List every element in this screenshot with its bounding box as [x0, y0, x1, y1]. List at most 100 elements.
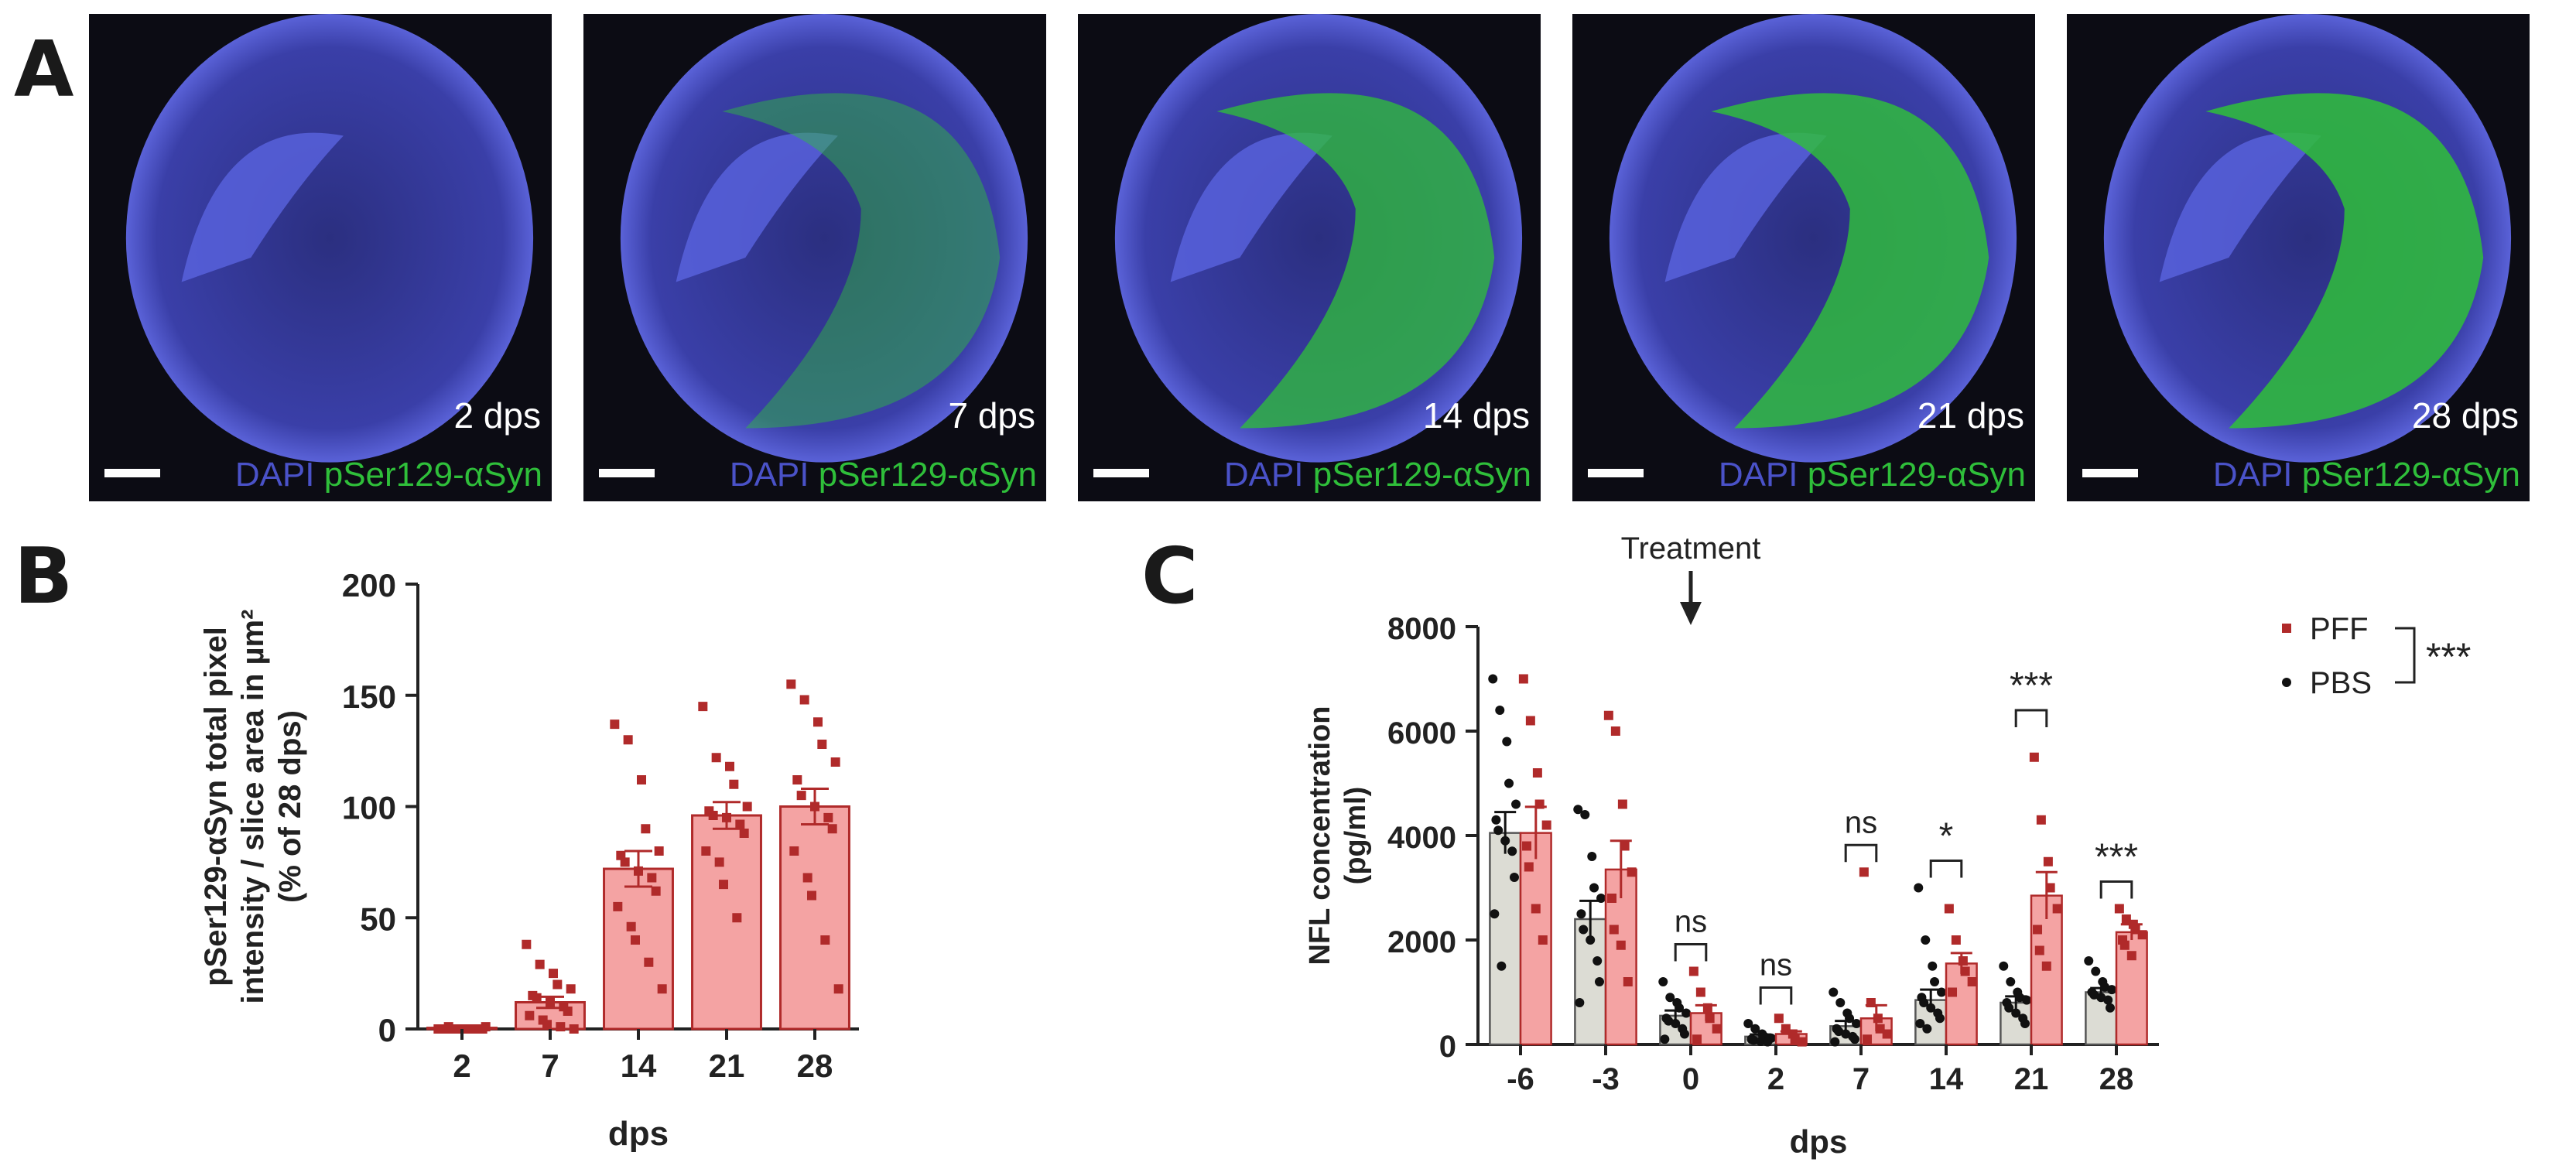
data-point-pff — [1617, 799, 1627, 809]
x-tick-label: -3 — [1592, 1062, 1620, 1096]
data-point — [535, 959, 545, 969]
data-point — [711, 753, 721, 763]
x-tick-label: 28 — [2099, 1062, 2134, 1096]
data-point-pff — [1781, 1024, 1791, 1034]
dapi-fold — [181, 132, 344, 282]
stain-label: DAPI pSer129-αSyn — [2213, 456, 2520, 494]
data-point-pbs — [1488, 674, 1498, 684]
data-point-pbs — [1490, 909, 1500, 919]
legend-marker-pff — [2282, 624, 2291, 633]
data-point-pbs — [2006, 977, 2016, 986]
data-point — [830, 757, 840, 767]
data-point — [725, 761, 735, 771]
data-point — [542, 1020, 552, 1030]
data-point-pff — [2121, 914, 2131, 924]
data-point-pff — [1859, 867, 1869, 877]
timepoint-label: 28 dps — [2412, 395, 2519, 436]
data-point-pff — [1958, 956, 1968, 966]
data-point-pbs — [1580, 810, 1590, 819]
data-point — [522, 939, 532, 949]
data-point-pbs — [1743, 1019, 1753, 1028]
data-point-pff — [1774, 1013, 1784, 1024]
data-point — [833, 984, 843, 994]
data-point-pff — [1531, 904, 1541, 914]
data-point-pbs — [1749, 1035, 1759, 1045]
data-point-pbs — [2096, 993, 2106, 1003]
dapi-fold — [1170, 132, 1332, 282]
data-point-pbs — [2103, 995, 2113, 1005]
data-point-pbs — [2105, 1003, 2115, 1013]
data-point-pbs — [1926, 1003, 1936, 1013]
stain-pser129: pSer129-αSyn — [1808, 456, 2026, 494]
y-tick-label: 8000 — [1387, 612, 1456, 646]
y-tick-label: 0 — [378, 1012, 396, 1048]
data-point — [806, 890, 816, 901]
data-point — [802, 873, 812, 883]
data-point — [732, 913, 742, 923]
data-point-pff — [2033, 925, 2043, 935]
data-point — [718, 880, 728, 890]
data-point-pff — [2052, 904, 2062, 914]
data-point-pff — [2126, 951, 2136, 961]
data-point-pbs — [1586, 935, 1596, 945]
data-point-pff — [2137, 930, 2147, 940]
data-point-pff — [1695, 987, 1705, 997]
data-point — [796, 791, 806, 801]
data-point-pbs — [1573, 805, 1583, 815]
stain-dapi: DAPI — [235, 456, 324, 494]
legend-label-pff: PFF — [2310, 612, 2369, 646]
data-point-pbs — [1504, 778, 1514, 788]
data-point-pff — [1620, 841, 1630, 851]
y-axis-title: pSer129-αSyn total pixel intensity / slic… — [199, 610, 307, 1004]
data-point-pbs — [2020, 1019, 2030, 1028]
data-point — [827, 824, 837, 834]
data-point-pbs — [1829, 987, 1839, 997]
data-point-pbs — [2084, 956, 2094, 966]
data-point — [630, 935, 640, 945]
significance-label: *** — [2010, 665, 2053, 706]
data-point-pbs — [1852, 1019, 1862, 1028]
data-point-pbs — [1841, 1029, 1851, 1039]
data-point-pbs — [1679, 1029, 1689, 1039]
data-point-pff — [1522, 841, 1532, 851]
panel-label-c: C — [1141, 531, 1199, 621]
y-tick-label: 6000 — [1387, 716, 1456, 750]
significance-bracket — [2099, 880, 2133, 899]
data-point — [613, 901, 623, 911]
x-tick-label: 14 — [621, 1048, 657, 1084]
data-point-pbs — [1658, 977, 1668, 986]
data-point-pbs — [1937, 987, 1947, 997]
data-point-pbs — [1919, 998, 1929, 1007]
micrograph-tile: 28 dps DAPI pSer129-αSyn — [2067, 14, 2530, 501]
data-point-pbs — [2022, 995, 2032, 1005]
data-point — [817, 740, 827, 749]
data-point-pff — [2114, 904, 2124, 914]
scale-bar — [1588, 469, 1644, 477]
significance-label: ns — [1845, 805, 1877, 839]
stain-dapi: DAPI — [2213, 456, 2302, 494]
x-tick-label: 7 — [1852, 1062, 1870, 1096]
data-point-pff — [1702, 1003, 1712, 1013]
data-point — [634, 866, 643, 876]
data-point-pff — [1525, 716, 1535, 726]
data-point-pff — [1866, 998, 1876, 1007]
chart-c-nfl-concentration: 0 2000 4000 6000 8000 -6 -3 0 ns 2 ns 7 ns 14 * 21 *** 28… — [1304, 532, 2471, 1160]
data-point-pff — [1882, 1029, 1892, 1039]
y-tick-label: 2000 — [1387, 925, 1456, 959]
significance-label: *** — [2095, 837, 2138, 878]
scale-bar — [104, 469, 160, 477]
data-point-pff — [1532, 768, 1542, 778]
bar-pbs — [1489, 832, 1522, 1046]
data-point-pbs — [1835, 998, 1846, 1007]
data-point-pff — [1712, 1024, 1722, 1034]
data-point-pbs — [1681, 1008, 1692, 1018]
data-point — [563, 1007, 573, 1016]
timepoint-label: 14 dps — [1423, 395, 1530, 436]
data-point-pff — [1863, 1034, 1873, 1044]
data-point-pbs — [1665, 993, 1675, 1003]
data-point-pbs — [1576, 909, 1586, 919]
timepoint-label: 2 dps — [453, 395, 541, 436]
data-point-pbs — [1579, 925, 1589, 935]
data-point — [525, 1010, 535, 1020]
pser129-signal — [1711, 93, 1989, 429]
